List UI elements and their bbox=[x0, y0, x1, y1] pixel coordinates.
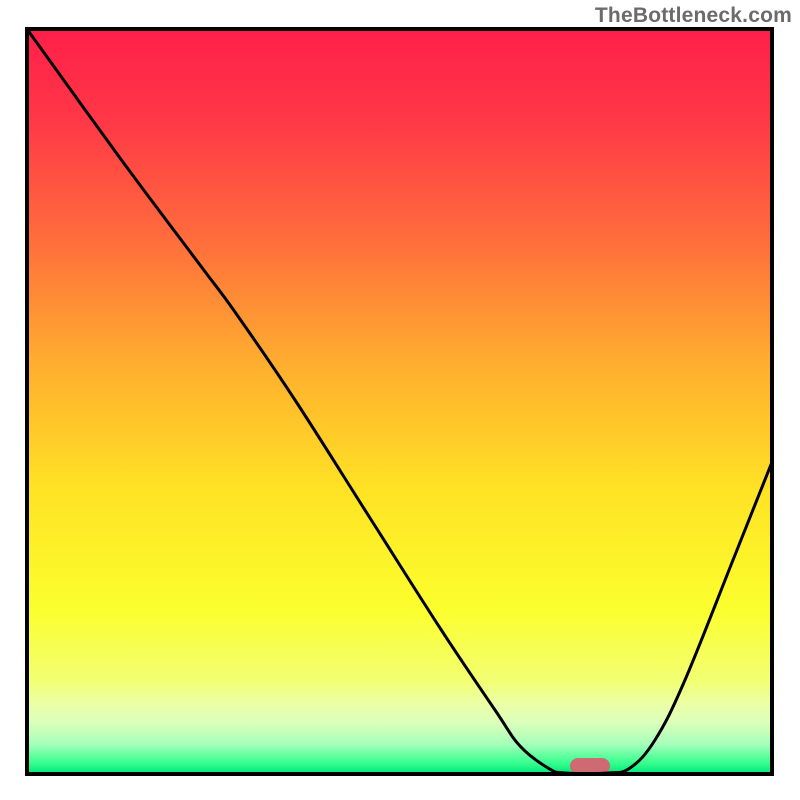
watermark-text: TheBottleneck.com bbox=[595, 4, 792, 28]
chart-canvas: TheBottleneck.com bbox=[0, 0, 800, 800]
bottleneck-chart bbox=[0, 0, 800, 800]
optimum-marker bbox=[570, 758, 610, 774]
gradient-background bbox=[27, 29, 772, 774]
